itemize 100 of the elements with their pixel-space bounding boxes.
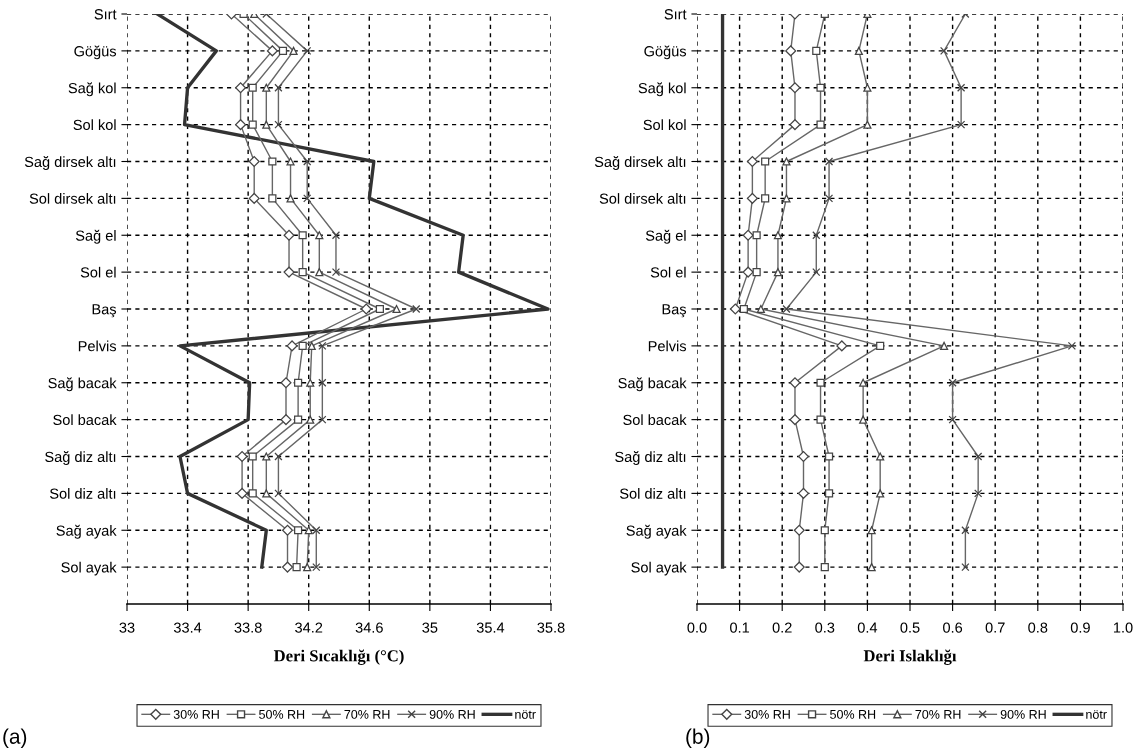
y-tick-label: Sağ kol: [638, 82, 686, 97]
point: [859, 378, 868, 387]
point: [867, 526, 876, 535]
y-tick-label: Sol ayak: [631, 561, 687, 576]
point: [773, 231, 783, 240]
point: [294, 415, 303, 424]
legend-label: 90% RH: [429, 709, 475, 719]
point: [303, 563, 312, 572]
point: [789, 377, 801, 389]
point: [816, 378, 825, 387]
y-tick-label: Sol kol: [643, 119, 686, 131]
point: [303, 157, 312, 166]
point: [283, 266, 295, 278]
point: [412, 304, 421, 314]
point: [312, 563, 321, 572]
point: [820, 563, 829, 572]
point: [298, 268, 307, 277]
point: [797, 450, 810, 463]
point: [318, 341, 327, 350]
point: [773, 268, 783, 277]
y-tick-label: Sağ el: [75, 229, 116, 244]
point: [315, 268, 324, 277]
point: [782, 157, 791, 166]
point: [312, 526, 321, 535]
point: [236, 487, 248, 499]
point: [816, 83, 825, 92]
point: [742, 229, 754, 241]
point: [793, 524, 805, 536]
point: [331, 231, 341, 240]
y-tick-label: Sağ bacak: [48, 377, 117, 392]
y-tick-label: Sol kol: [73, 119, 116, 131]
text: (b): [686, 728, 710, 748]
point: [236, 450, 248, 463]
point: [262, 452, 271, 461]
y-tick-label: Pelvis: [78, 340, 117, 352]
x-tick-label: 0.9: [1070, 622, 1090, 633]
x-tick-label: 35.4: [476, 622, 505, 633]
point: [854, 46, 863, 55]
y-tick-label: Sırt: [664, 9, 687, 20]
y-tick-label: Sol bacak: [623, 414, 687, 426]
point: [266, 45, 278, 57]
x-tick-label: 34.6: [355, 622, 383, 633]
point: [268, 194, 277, 203]
y-tick-label: Sol ayak: [61, 561, 117, 576]
point: [274, 452, 283, 461]
point: [286, 340, 298, 352]
x-tick-label: 35: [422, 622, 438, 633]
point: [876, 452, 885, 461]
x-tick-label: 1.0: [1113, 622, 1133, 633]
point: [782, 304, 791, 314]
point: [303, 46, 312, 55]
y-tick-label: Sağ el: [645, 229, 686, 244]
y-tick-label: Sırt: [94, 9, 117, 20]
legend-label: 50% RH: [259, 709, 305, 719]
y-tick-label: Baş: [662, 304, 687, 318]
point: [957, 120, 966, 129]
y-tick-label: Sağ dirsek altı: [24, 156, 116, 170]
x-tick-label: 0.6: [943, 622, 963, 633]
legend-label: 30% RH: [744, 709, 790, 719]
point: [816, 415, 825, 424]
point: [820, 526, 829, 535]
point: [262, 489, 271, 498]
point: [280, 377, 292, 389]
point: [739, 304, 748, 314]
point: [274, 83, 283, 92]
point: [289, 46, 298, 55]
legend-label: 30% RH: [173, 709, 219, 719]
point: [812, 231, 821, 240]
point: [235, 82, 247, 94]
point: [756, 304, 765, 314]
y-tick-label: Sol bacak: [53, 414, 117, 426]
point: [761, 157, 770, 166]
point: [863, 83, 872, 92]
point: [283, 229, 295, 241]
point: [876, 489, 885, 498]
y-tick-label: Sol el: [80, 266, 116, 278]
x-tick-label: 33.8: [234, 622, 262, 633]
y-tick-label: Sağ ayak: [56, 524, 117, 539]
point: [948, 415, 957, 424]
point: [789, 119, 801, 131]
x-axis-title: Deri Islaklığı: [863, 649, 957, 665]
point: [782, 194, 791, 203]
point: [939, 46, 949, 55]
point: [812, 46, 821, 55]
point: [262, 120, 271, 129]
y-tick-label: Sağ kol: [68, 82, 116, 97]
point: [292, 563, 301, 572]
x-tick-label: 33.4: [173, 622, 202, 633]
y-tick-label: Pelvis: [648, 340, 687, 352]
point: [957, 83, 966, 92]
y-tick-label: Sol diz altı: [49, 488, 116, 499]
point: [286, 157, 295, 166]
point: [248, 83, 257, 92]
point: [816, 120, 825, 129]
x-tick-label: 33: [119, 622, 135, 633]
point: [824, 194, 834, 203]
point: [863, 120, 872, 129]
y-tick-label: Sağ diz altı: [45, 451, 116, 465]
y-tick-label: Baş: [92, 304, 117, 318]
x-tick-label: 0.8: [1028, 622, 1048, 633]
